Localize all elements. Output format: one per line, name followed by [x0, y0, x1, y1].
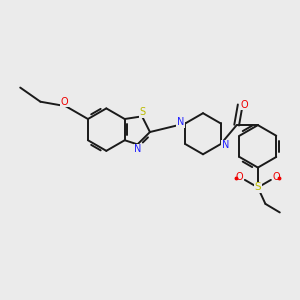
Text: N: N: [177, 117, 184, 127]
Text: O: O: [61, 97, 68, 107]
Text: O: O: [236, 172, 244, 182]
Text: O: O: [241, 100, 248, 110]
Text: O: O: [272, 172, 280, 182]
Text: S: S: [139, 107, 145, 117]
Text: N: N: [222, 140, 229, 150]
Text: N: N: [134, 144, 142, 154]
Text: S: S: [255, 182, 261, 192]
